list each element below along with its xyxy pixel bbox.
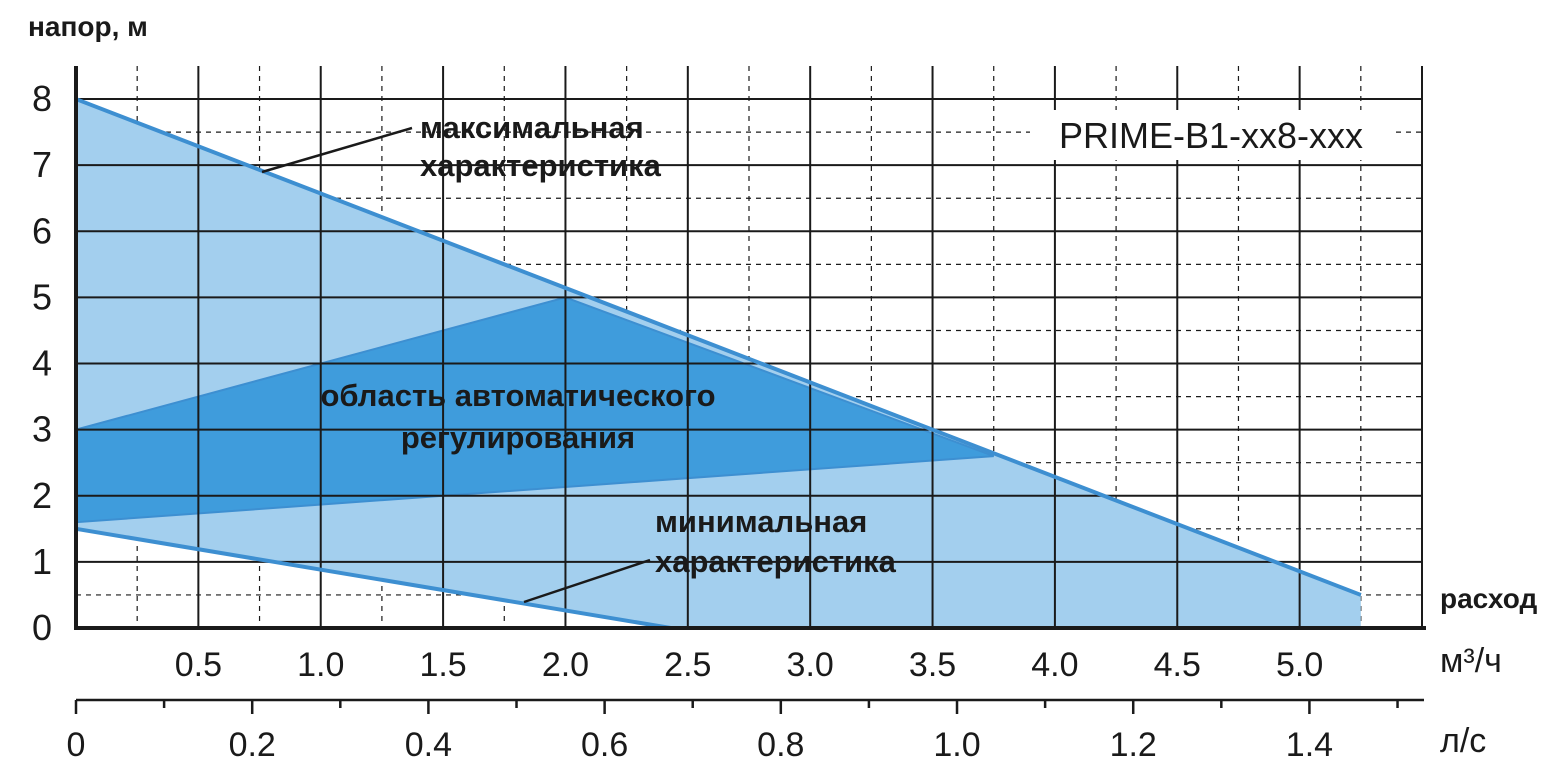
min-characteristic-label-1: минимальная: [655, 504, 867, 539]
x-axis-title: расход: [1440, 583, 1537, 614]
x-tick-label-secondary: 0.6: [581, 726, 628, 764]
min-characteristic-leader: [523, 558, 651, 604]
x-tick-label-secondary: 0.4: [405, 726, 452, 764]
x-tick-label-primary: 3.5: [909, 646, 956, 684]
x-unit-secondary: л/с: [1440, 722, 1486, 760]
x-tick-label-secondary: 1.0: [933, 726, 980, 764]
max-characteristic-label-2: характеристика: [420, 148, 662, 183]
y-tick-label: 3: [32, 409, 52, 450]
y-tick-label: 8: [32, 78, 52, 119]
auto-area-label-1: область автоматического: [320, 378, 715, 413]
x-tick-label-primary: 5.0: [1276, 646, 1323, 684]
major-grid: [76, 66, 1423, 628]
curves-layer: [75, 97, 1362, 630]
y-tick-label: 2: [32, 475, 52, 516]
auto-area-label-2: регулирования: [401, 420, 635, 455]
x-tick-label-primary: 4.0: [1031, 646, 1078, 684]
min-characteristic-line: [75, 526, 672, 630]
x-unit-primary: м³/ч: [1440, 642, 1502, 680]
model-label: PRIME-B1-xx8-xxx: [1059, 115, 1363, 156]
min-characteristic-label-2: характеристика: [655, 544, 897, 579]
x-tick-label-primary: 2.0: [542, 646, 589, 684]
x-tick-label-secondary: 0.8: [757, 726, 804, 764]
y-tick-label: 6: [32, 210, 52, 251]
y-tick-label: 0: [32, 607, 52, 648]
max-characteristic-line: [75, 97, 1362, 597]
model-label-box: [1030, 110, 1392, 160]
y-tick-label: 5: [32, 276, 52, 317]
x-tick-label-secondary: 0.2: [229, 726, 276, 764]
x-tick-label-primary: 1.5: [419, 646, 466, 684]
x-tick-label-secondary: 1.2: [1110, 726, 1157, 764]
x-tick-label-secondary: 0: [67, 726, 86, 764]
x-tick-label-primary: 2.5: [664, 646, 711, 684]
x-tick-label-secondary: 1.4: [1286, 726, 1333, 764]
x-tick-label-primary: 3.0: [787, 646, 834, 684]
max-characteristic-leader: [261, 126, 413, 174]
y-tick-label: 4: [32, 343, 52, 384]
y-tick-label: 1: [32, 541, 52, 582]
axes-layer: 0 1 2 3 4 5 6 7 8 0.5 1.0 1.5 2.0 2.5 3.0 3.5 4.0 4.5 5.0 0…: [32, 66, 1426, 764]
x-tick-label-primary: 1.0: [297, 646, 344, 684]
x-tick-label-primary: 0.5: [175, 646, 222, 684]
y-axis-title: напор, м: [28, 11, 148, 42]
x-tick-label-primary: 4.5: [1154, 646, 1201, 684]
max-characteristic-label-1: максимальная: [420, 110, 644, 145]
y-tick-label: 7: [32, 144, 52, 185]
labels-layer: напор, м расход м³/ч л/с PRIME-B1-xx8-xx…: [28, 11, 1537, 760]
